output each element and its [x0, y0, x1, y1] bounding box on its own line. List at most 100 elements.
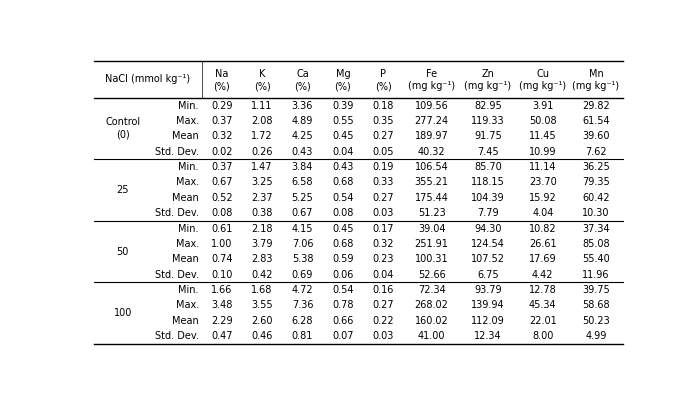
- Text: 0.37: 0.37: [211, 162, 233, 172]
- Text: 0.03: 0.03: [373, 331, 394, 341]
- Text: 85.08: 85.08: [582, 239, 610, 249]
- Text: 0.27: 0.27: [373, 301, 394, 310]
- Text: Max.: Max.: [175, 239, 199, 249]
- Text: 112.09: 112.09: [471, 316, 505, 326]
- Text: 0.55: 0.55: [332, 116, 354, 126]
- Text: 1.72: 1.72: [252, 131, 273, 141]
- Text: 3.79: 3.79: [252, 239, 273, 249]
- Text: 0.18: 0.18: [373, 101, 394, 111]
- Text: 3.91: 3.91: [532, 101, 554, 111]
- Text: 4.15: 4.15: [291, 224, 313, 233]
- Text: 0.17: 0.17: [373, 224, 394, 233]
- Text: 0.67: 0.67: [211, 177, 233, 188]
- Text: 251.91: 251.91: [415, 239, 449, 249]
- Text: 51.23: 51.23: [418, 208, 445, 218]
- Text: 119.33: 119.33: [471, 116, 505, 126]
- Text: 4.99: 4.99: [585, 331, 607, 341]
- Text: 55.40: 55.40: [582, 254, 610, 264]
- Text: NaCl (mmol kg⁻¹): NaCl (mmol kg⁻¹): [105, 75, 190, 85]
- Text: 0.54: 0.54: [332, 193, 354, 203]
- Text: 0.19: 0.19: [373, 162, 394, 172]
- Text: 0.08: 0.08: [332, 208, 354, 218]
- Text: 22.01: 22.01: [529, 316, 556, 326]
- Text: Mean: Mean: [172, 254, 199, 264]
- Text: 0.45: 0.45: [332, 131, 354, 141]
- Text: 36.25: 36.25: [582, 162, 610, 172]
- Text: 2.08: 2.08: [252, 116, 273, 126]
- Text: 26.61: 26.61: [529, 239, 556, 249]
- Text: 0.67: 0.67: [291, 208, 313, 218]
- Text: 0.52: 0.52: [211, 193, 233, 203]
- Text: 0.02: 0.02: [211, 147, 233, 157]
- Text: 107.52: 107.52: [471, 254, 505, 264]
- Text: 0.27: 0.27: [373, 193, 394, 203]
- Text: 3.55: 3.55: [252, 301, 273, 310]
- Text: 0.81: 0.81: [291, 331, 313, 341]
- Text: 0.46: 0.46: [252, 331, 273, 341]
- Text: 52.66: 52.66: [418, 270, 445, 280]
- Text: (%): (%): [335, 81, 351, 91]
- Text: 1.47: 1.47: [252, 162, 273, 172]
- Text: Min.: Min.: [178, 285, 199, 295]
- Text: 72.34: 72.34: [418, 285, 445, 295]
- Text: 104.39: 104.39: [471, 193, 505, 203]
- Text: Mn: Mn: [589, 69, 603, 79]
- Text: 29.82: 29.82: [582, 101, 610, 111]
- Text: 85.70: 85.70: [474, 162, 502, 172]
- Text: 0.78: 0.78: [332, 301, 354, 310]
- Text: 0.43: 0.43: [291, 147, 313, 157]
- Text: 8.00: 8.00: [532, 331, 554, 341]
- Text: 0.43: 0.43: [332, 162, 354, 172]
- Text: 0.32: 0.32: [373, 239, 394, 249]
- Text: 0.10: 0.10: [211, 270, 233, 280]
- Text: 0.61: 0.61: [211, 224, 233, 233]
- Text: Std. Dev.: Std. Dev.: [155, 270, 199, 280]
- Text: (mg kg⁻¹): (mg kg⁻¹): [408, 81, 455, 91]
- Text: 0.03: 0.03: [373, 208, 394, 218]
- Text: 5.25: 5.25: [291, 193, 313, 203]
- Text: 4.89: 4.89: [291, 116, 313, 126]
- Text: 0.66: 0.66: [332, 316, 354, 326]
- Text: 4.72: 4.72: [291, 285, 313, 295]
- Text: 0.23: 0.23: [373, 254, 394, 264]
- Text: 1.66: 1.66: [211, 285, 233, 295]
- Text: 0.69: 0.69: [291, 270, 313, 280]
- Text: (mg kg⁻¹): (mg kg⁻¹): [519, 81, 566, 91]
- Text: Mg: Mg: [336, 69, 350, 79]
- Text: 50: 50: [117, 246, 129, 257]
- Text: 0.54: 0.54: [332, 285, 354, 295]
- Text: (%): (%): [375, 81, 391, 91]
- Text: Std. Dev.: Std. Dev.: [155, 147, 199, 157]
- Text: Min.: Min.: [178, 224, 199, 233]
- Text: 0.26: 0.26: [252, 147, 273, 157]
- Text: 6.58: 6.58: [291, 177, 313, 188]
- Text: 10.30: 10.30: [582, 208, 610, 218]
- Text: 0.04: 0.04: [332, 147, 354, 157]
- Text: (mg kg⁻¹): (mg kg⁻¹): [464, 81, 512, 91]
- Text: 23.70: 23.70: [529, 177, 556, 188]
- Text: 12.34: 12.34: [474, 331, 502, 341]
- Text: Fe: Fe: [426, 69, 437, 79]
- Text: 124.54: 124.54: [471, 239, 505, 249]
- Text: 100: 100: [113, 308, 132, 318]
- Text: (%): (%): [254, 81, 271, 91]
- Text: 0.45: 0.45: [332, 224, 354, 233]
- Text: Control
(0): Control (0): [105, 117, 140, 140]
- Text: 3.25: 3.25: [252, 177, 273, 188]
- Text: 12.78: 12.78: [529, 285, 556, 295]
- Text: 100.31: 100.31: [415, 254, 449, 264]
- Text: 5.38: 5.38: [291, 254, 313, 264]
- Text: 268.02: 268.02: [415, 301, 449, 310]
- Text: 39.60: 39.60: [582, 131, 610, 141]
- Text: 1.68: 1.68: [252, 285, 273, 295]
- Text: 139.94: 139.94: [471, 301, 505, 310]
- Text: Mean: Mean: [172, 193, 199, 203]
- Text: 15.92: 15.92: [529, 193, 556, 203]
- Text: 11.14: 11.14: [529, 162, 556, 172]
- Text: 175.44: 175.44: [415, 193, 449, 203]
- Text: 3.84: 3.84: [291, 162, 313, 172]
- Text: 2.37: 2.37: [252, 193, 273, 203]
- Text: 3.48: 3.48: [211, 301, 233, 310]
- Text: 50.08: 50.08: [529, 116, 556, 126]
- Text: 6.75: 6.75: [477, 270, 499, 280]
